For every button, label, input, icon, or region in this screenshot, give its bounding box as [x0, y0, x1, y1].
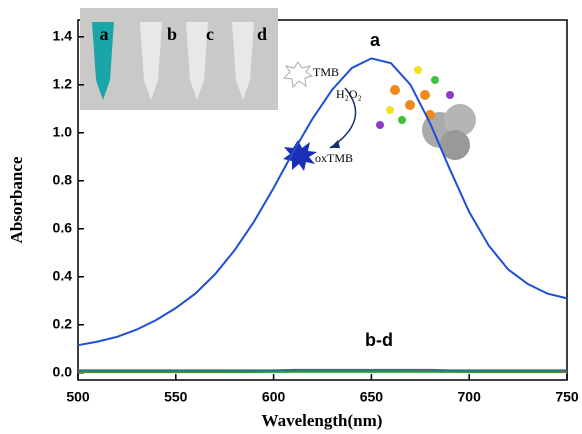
- tube: [186, 22, 208, 100]
- x-tick-label: 550: [164, 389, 188, 405]
- atom: [420, 90, 430, 100]
- y-tick-label: 0.8: [53, 172, 73, 188]
- y-tick-label: 1.0: [53, 124, 73, 140]
- x-tick-label: 650: [360, 389, 384, 405]
- scheme-label: TMB: [313, 65, 339, 79]
- oxtmb-icon: [283, 140, 317, 171]
- inset-label: c: [206, 24, 214, 44]
- x-tick-label: 600: [262, 389, 286, 405]
- plot-frame: [77, 19, 568, 381]
- tmb-icon: [282, 61, 314, 89]
- x-tick-label: 500: [66, 389, 90, 405]
- atom: [405, 100, 415, 110]
- atom: [446, 91, 454, 99]
- curve-label: a: [370, 30, 381, 50]
- x-axis-label: Wavelength(nm): [262, 411, 383, 430]
- y-tick-label: 0.0: [53, 364, 73, 380]
- y-tick-label: 0.2: [53, 316, 73, 332]
- scheme-label: H₂O₂: [336, 87, 362, 101]
- tube: [92, 22, 114, 100]
- inset-photo: a b c d: [80, 8, 278, 110]
- data-line: [77, 57, 568, 347]
- atom: [376, 121, 384, 129]
- sphere: [440, 130, 470, 160]
- y-axis-label: Absorbance: [7, 156, 26, 243]
- atom: [414, 66, 422, 74]
- atom: [431, 76, 439, 84]
- inset-label: b: [167, 24, 177, 44]
- y-tick-label: 1.4: [53, 28, 73, 44]
- curve-label: b-d: [365, 330, 393, 350]
- tube: [140, 22, 162, 100]
- y-tick-label: 0.6: [53, 220, 73, 236]
- inset-label: a: [100, 24, 109, 44]
- y-tick-label: 0.4: [53, 268, 73, 284]
- x-tick-label: 700: [458, 389, 482, 405]
- tube: [232, 22, 254, 100]
- scheme-label: oxTMB: [315, 151, 353, 165]
- scheme: TMB H₂O₂ oxTMB: [282, 61, 476, 171]
- y-tick-label: 1.2: [53, 76, 73, 92]
- atom: [386, 106, 394, 114]
- x-tick-label: 750: [555, 389, 579, 405]
- inset-label: d: [257, 24, 267, 44]
- arrowhead: [330, 140, 340, 148]
- atom: [398, 116, 406, 124]
- atom: [390, 85, 400, 95]
- sphere: [444, 104, 476, 136]
